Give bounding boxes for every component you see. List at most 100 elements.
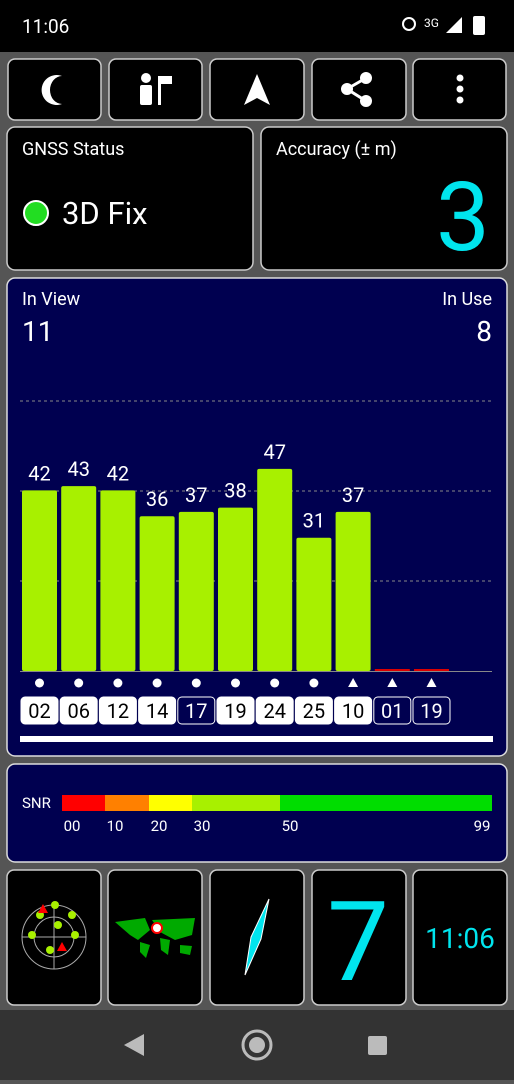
sat-id: 12 (107, 699, 129, 723)
sat-id-box (98, 696, 137, 725)
snr-value: 42 (107, 461, 129, 485)
triangle-marker (387, 678, 398, 687)
menu-icon (456, 74, 464, 104)
fix-value: 3D Fix (62, 195, 148, 232)
triangle-marker (426, 678, 437, 687)
share-icon (341, 72, 372, 107)
sat-id: 19 (420, 699, 442, 723)
position-marker (151, 922, 163, 934)
snr-tick-label: 10 (107, 817, 124, 835)
snr-tick-label: 20 (151, 817, 168, 835)
snr-value: 36 (146, 487, 168, 511)
sat-id: 10 (342, 699, 364, 723)
recents-button[interactable] (368, 1036, 387, 1055)
dot-marker (74, 678, 84, 688)
in-view-value: 11 (22, 315, 53, 348)
triangle-marker (348, 678, 359, 687)
sat-id: 02 (28, 699, 50, 723)
snr-bar (139, 516, 175, 671)
sat-id: 17 (185, 699, 207, 723)
dot-marker (152, 678, 162, 688)
sat-id-box (373, 696, 412, 725)
sky-plot-sats (28, 901, 79, 954)
dot-marker (270, 678, 280, 688)
separator (20, 736, 493, 742)
snr-bar (257, 468, 293, 671)
snr-value: 42 (28, 461, 50, 485)
snr-scale (62, 795, 492, 811)
satellites-tile[interactable] (311, 869, 407, 1006)
in-use-value: 8 (476, 315, 492, 348)
status-bar (0, 0, 514, 52)
arrow-icon (244, 74, 270, 105)
sat-id: 06 (67, 699, 89, 723)
location-icon (402, 17, 416, 31)
snr-bar (335, 511, 371, 671)
snr-value: 47 (263, 440, 285, 464)
accuracy-value: 3 (436, 162, 490, 274)
dot-marker (113, 678, 123, 688)
snr-tick-label: 30 (194, 817, 211, 835)
sat-id-box (177, 696, 216, 725)
sat-id-box (255, 696, 294, 725)
accuracy-panel (260, 126, 508, 271)
dot-marker (231, 678, 240, 688)
night-mode-button[interactable] (7, 58, 102, 121)
sat-id-box (216, 696, 255, 725)
snr-tick-label: 00 (64, 817, 81, 835)
home-button[interactable] (241, 1029, 273, 1061)
dot-marker (191, 678, 201, 688)
grid (20, 400, 492, 582)
compass-needle (244, 898, 270, 976)
snr-value: 38 (224, 479, 246, 503)
snr-tick-label: 99 (474, 817, 491, 835)
snr-value: 31 (303, 509, 325, 533)
sat-id-box (20, 696, 59, 725)
no-signal-bar (414, 669, 449, 671)
sat-id: 24 (263, 699, 285, 723)
clock-value: 11:06 (425, 922, 495, 955)
map-tile[interactable] (107, 869, 203, 1006)
sat-id-box (412, 696, 451, 725)
sat-id-box (138, 696, 177, 725)
world-map-icon (115, 918, 195, 958)
snr-value: 43 (67, 457, 89, 481)
fix-indicator (23, 200, 49, 226)
accuracy-label: Accuracy (± m) (276, 139, 397, 160)
person-flag-icon (140, 73, 172, 105)
gnss-label: GNSS Status (22, 139, 124, 160)
network-type: 3G (424, 16, 439, 30)
poi-button[interactable] (108, 58, 203, 121)
dot-marker (309, 678, 319, 688)
share-button[interactable] (311, 58, 407, 121)
snr-label: SNR (22, 794, 51, 812)
snr-value: 37 (185, 483, 207, 507)
sat-id-box (59, 696, 98, 725)
battery-icon (473, 16, 485, 35)
snr-bar (22, 490, 57, 671)
back-button[interactable] (124, 1034, 144, 1056)
sat-id: 19 (224, 699, 246, 723)
snr-bar (218, 507, 253, 671)
gnss-status-panel (6, 126, 254, 271)
snr-legend-panel (6, 763, 508, 863)
snr-bar (100, 490, 136, 671)
sat-id-box (294, 696, 333, 725)
in-view-label: In View (22, 289, 81, 310)
snr-tick-label: 50 (282, 817, 299, 835)
sat-id-box (334, 696, 373, 725)
snr-value: 37 (342, 483, 364, 507)
clock: 11:06 (22, 15, 69, 38)
dot-marker (35, 678, 44, 688)
sat-id: 01 (381, 699, 403, 723)
snr-bar (178, 511, 214, 671)
no-signal-bar (374, 669, 410, 671)
moon-icon (41, 75, 62, 106)
snr-bar (61, 486, 97, 671)
signal-icon (446, 17, 462, 33)
satellites-in-use: 7 (327, 878, 389, 1007)
snr-bar (296, 537, 332, 671)
clock-tile[interactable] (412, 869, 508, 1006)
